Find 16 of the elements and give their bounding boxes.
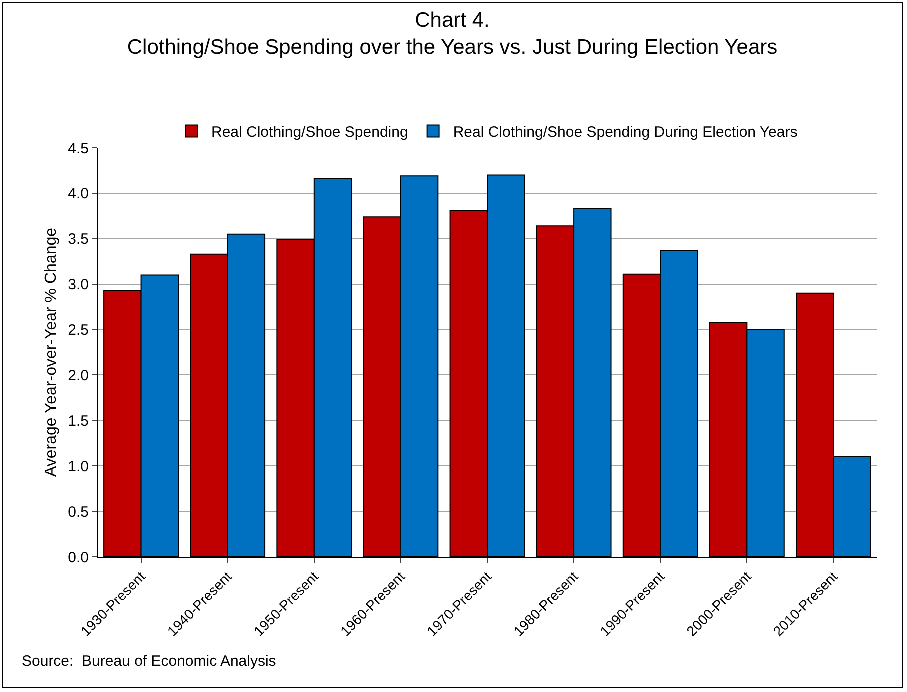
- y-tick-label: 0.0: [68, 549, 89, 566]
- legend-label: Real Clothing/Shoe Spending: [212, 124, 408, 142]
- y-tick-label: 1.0: [68, 458, 89, 476]
- y-tick-label: 3.0: [68, 276, 89, 294]
- legend-label: Real Clothing/Shoe Spending During Election Years: [453, 124, 798, 142]
- y-tick-label: 2.5: [68, 322, 89, 340]
- source-note: Source: Bureau of Economic Analysis: [22, 653, 276, 670]
- y-tick-label: 0.5: [68, 504, 89, 521]
- y-tick-label: 4.5: [68, 140, 89, 158]
- y-tick-label: 4.0: [68, 186, 89, 203]
- chart-title: Chart 4.: [415, 8, 490, 32]
- y-tick-label: 2.0: [68, 367, 89, 384]
- y-tick-label: 1.5: [68, 412, 89, 430]
- chart-subtitle: Clothing/Shoe Spending over the Years vs. Just During Election Years: [127, 36, 778, 60]
- y-tick-label: 3.5: [68, 231, 89, 248]
- y-axis-title: Average Year-over-Year % Change: [43, 228, 60, 478]
